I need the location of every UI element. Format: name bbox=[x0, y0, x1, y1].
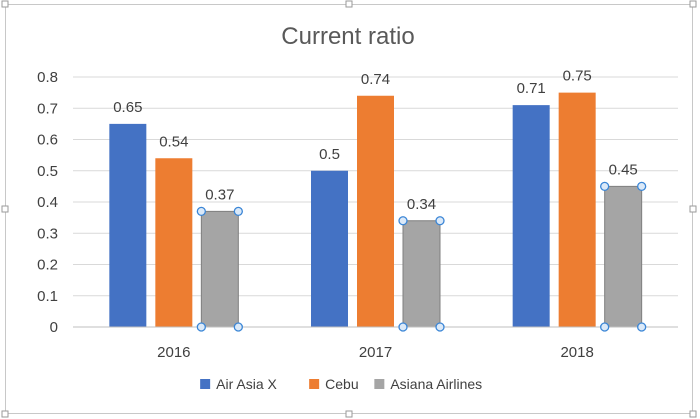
selection-handle[interactable] bbox=[435, 322, 445, 332]
y-tick-label: 0.3 bbox=[37, 225, 58, 242]
y-tick-label: 0 bbox=[50, 319, 58, 336]
bar[interactable] bbox=[311, 170, 348, 327]
bar[interactable] bbox=[155, 158, 193, 327]
selection-handle[interactable] bbox=[600, 322, 610, 332]
bar[interactable] bbox=[109, 123, 147, 327]
bar[interactable] bbox=[604, 185, 643, 328]
y-tick-label: 0.5 bbox=[37, 163, 58, 180]
y-tick-label: 0.2 bbox=[37, 257, 58, 274]
legend-label: Air Asia X bbox=[216, 376, 277, 392]
legend-swatch bbox=[200, 379, 211, 389]
data-label: 0.37 bbox=[205, 186, 234, 203]
data-label: 0.5 bbox=[319, 146, 340, 163]
resize-handle[interactable] bbox=[1, 410, 9, 418]
series-selection-handles[interactable] bbox=[196, 181, 647, 332]
legend-label: Asiana Airlines bbox=[390, 376, 482, 392]
y-tick-label: 0.7 bbox=[37, 100, 58, 117]
data-labels: 0.65 0.54 0.37 0.5 0.74 0.34 0.71 0.75 0.45 bbox=[113, 68, 638, 213]
bar[interactable] bbox=[558, 92, 596, 327]
legend-label: Cebu bbox=[325, 376, 358, 392]
bar[interactable] bbox=[512, 105, 550, 327]
y-tick-label: 0.4 bbox=[37, 194, 58, 211]
data-label: 0.71 bbox=[517, 80, 546, 97]
data-label: 0.75 bbox=[563, 68, 592, 85]
legend-item[interactable]: Asiana Airlines bbox=[374, 376, 482, 392]
y-tick-label: 0.8 bbox=[37, 69, 58, 86]
bars[interactable] bbox=[109, 92, 643, 328]
data-label: 0.74 bbox=[361, 71, 390, 88]
legend-swatch bbox=[374, 379, 385, 389]
resize-handle[interactable] bbox=[1, 0, 9, 8]
data-label: 0.54 bbox=[159, 133, 188, 150]
selection-handle[interactable] bbox=[398, 322, 408, 332]
bar[interactable] bbox=[200, 210, 239, 328]
x-tick-label: 2016 bbox=[157, 344, 190, 361]
resize-handle[interactable] bbox=[689, 0, 697, 8]
selection-handle[interactable] bbox=[398, 216, 408, 226]
legend-swatch bbox=[309, 379, 320, 389]
resize-handle[interactable] bbox=[345, 0, 353, 8]
x-axis-tick-labels: 2016 2017 2018 bbox=[157, 344, 594, 361]
y-tick-label: 0.6 bbox=[37, 132, 58, 149]
selection-handle[interactable] bbox=[233, 206, 243, 217]
resize-handle[interactable] bbox=[345, 410, 353, 418]
bar[interactable] bbox=[357, 95, 394, 327]
selection-handle[interactable] bbox=[637, 322, 647, 332]
selection-handle[interactable] bbox=[233, 322, 243, 332]
resize-handle[interactable] bbox=[689, 205, 697, 213]
x-tick-label: 2017 bbox=[359, 344, 392, 361]
resize-handle[interactable] bbox=[1, 205, 9, 213]
bar[interactable] bbox=[402, 220, 441, 328]
legend[interactable]: Air Asia X Cebu Asiana Airlines bbox=[200, 376, 482, 392]
data-label: 0.34 bbox=[407, 196, 436, 213]
data-label: 0.45 bbox=[609, 161, 638, 178]
selection-handle[interactable] bbox=[196, 322, 206, 332]
selection-handle[interactable] bbox=[600, 181, 610, 192]
selection-handle[interactable] bbox=[637, 181, 647, 192]
data-label: 0.65 bbox=[113, 99, 142, 116]
legend-item[interactable]: Air Asia X bbox=[200, 376, 278, 392]
y-tick-label: 0.1 bbox=[37, 288, 58, 305]
selection-handle[interactable] bbox=[435, 216, 445, 226]
y-axis-tick-labels: 0 0.1 0.2 0.3 0.4 0.5 0.6 0.7 0.8 bbox=[37, 69, 58, 336]
chart-title: Current ratio bbox=[281, 23, 414, 50]
legend-item[interactable]: Cebu bbox=[309, 376, 359, 392]
x-tick-label: 2018 bbox=[560, 344, 593, 361]
selection-handle[interactable] bbox=[196, 206, 206, 217]
resize-handle[interactable] bbox=[689, 410, 697, 418]
